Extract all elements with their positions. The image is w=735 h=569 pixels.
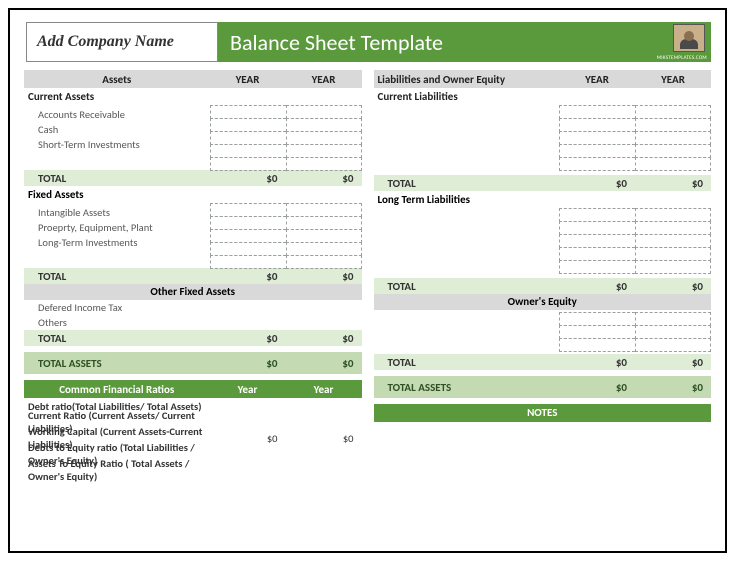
fixed-assets-rows: Intangible Assets Proeprty, Equipment, P…: [24, 203, 362, 268]
current-liabilities-rows: [374, 105, 712, 175]
empty-labels: [374, 105, 560, 175]
row-label: Proeprty, Equipment, Plant: [38, 220, 210, 235]
total-label: TOTAL: [24, 270, 210, 283]
long-term-total: TOTAL $0 $0: [374, 278, 712, 294]
year1-header: YEAR: [210, 73, 286, 86]
body-columns: Assets YEAR YEAR Current Assets Accounts…: [24, 70, 711, 478]
row-label: Intangible Assets: [38, 205, 210, 220]
ratio-label: Assets To Equity Ratio ( Total Assets / …: [24, 457, 210, 483]
owners-equity-grid[interactable]: [559, 312, 711, 354]
row-label: Short-Term Investments: [38, 137, 210, 152]
other-fixed-grid[interactable]: [210, 300, 362, 330]
ratios-year2: Year: [286, 383, 362, 396]
owners-equity-rows: [374, 312, 712, 354]
current-assets-labels: Accounts Receivable Cash Short-Term Inve…: [24, 105, 210, 170]
ratios-title: Common Financial Ratios: [24, 383, 210, 396]
document-title: Balance Sheet Template: [230, 29, 443, 56]
total-label: TOTAL: [24, 332, 210, 345]
row-label: Long-Term Investments: [38, 235, 210, 250]
total-value: $0: [210, 270, 286, 283]
current-assets-grid[interactable]: [210, 105, 362, 170]
assets-header-label: Assets: [24, 73, 210, 86]
liabilities-column: Liabilities and Owner Equity YEAR YEAR C…: [374, 70, 712, 478]
header-bar: Add Company Name Balance Sheet Template …: [26, 22, 711, 62]
other-fixed-labels: Defered Income Tax Others: [24, 300, 210, 330]
total-value: $0: [635, 177, 711, 190]
document-frame: Add Company Name Balance Sheet Template …: [8, 8, 727, 553]
total-value: $0: [559, 280, 635, 293]
row-label: Defered Income Tax: [38, 300, 210, 315]
total-value: $0: [286, 332, 362, 345]
assets-column: Assets YEAR YEAR Current Assets Accounts…: [24, 70, 362, 478]
total-label: TOTAL: [24, 172, 210, 185]
total-value: $0: [559, 356, 635, 369]
total-value: $0: [635, 280, 711, 293]
ratios-header: Common Financial Ratios Year Year: [24, 380, 362, 398]
total-assets-value: $0: [286, 357, 362, 370]
total-value: $0: [286, 172, 362, 185]
owners-equity-total: TOTAL $0 $0: [374, 354, 712, 370]
current-liabilities-total: TOTAL $0 $0: [374, 175, 712, 191]
liabilities-column-header: Liabilities and Owner Equity YEAR YEAR: [374, 70, 712, 88]
empty-labels: [374, 208, 560, 278]
other-fixed-total: TOTAL $0 $0: [24, 330, 362, 346]
ratio-row: Assets To Equity Ratio ( Total Assets / …: [24, 462, 362, 478]
ratio-value: $0: [210, 432, 286, 445]
current-assets-heading: Current Assets: [24, 88, 362, 103]
long-term-rows: [374, 208, 712, 278]
ratio-value: $0: [286, 432, 362, 445]
total-value: $0: [559, 177, 635, 190]
long-term-grid[interactable]: [559, 208, 711, 278]
title-bar: Balance Sheet Template MIKSTEMPLATES.COM: [218, 22, 711, 62]
total-value: $0: [210, 172, 286, 185]
total-value: $0: [635, 356, 711, 369]
total-liabilities-row: TOTAL ASSETS $0 $0: [374, 376, 712, 398]
year2-header: YEAR: [635, 73, 711, 86]
row-label: Cash: [38, 122, 210, 137]
row-label: Others: [38, 315, 210, 330]
ratios-year1: Year: [210, 383, 286, 396]
fixed-assets-grid[interactable]: [210, 203, 362, 268]
total-assets-value: $0: [210, 357, 286, 370]
fixed-assets-labels: Intangible Assets Proeprty, Equipment, P…: [24, 203, 210, 268]
total-label: TOTAL: [374, 356, 560, 369]
total-label: TOTAL ASSETS: [374, 381, 560, 394]
total-value: $0: [559, 381, 635, 394]
credit-label: MIKSTEMPLATES.COM: [657, 55, 707, 61]
total-value: $0: [286, 270, 362, 283]
year1-header: YEAR: [559, 73, 635, 86]
year2-header: YEAR: [286, 73, 362, 86]
total-value: $0: [635, 381, 711, 394]
other-fixed-rows: Defered Income Tax Others: [24, 300, 362, 330]
other-fixed-heading: Other Fixed Assets: [24, 284, 362, 300]
current-assets-total: TOTAL $0 $0: [24, 170, 362, 186]
total-label: TOTAL: [374, 177, 560, 190]
total-label: TOTAL: [374, 280, 560, 293]
total-assets-row: TOTAL ASSETS $0 $0: [24, 352, 362, 374]
current-liabilities-grid[interactable]: [559, 105, 711, 175]
fixed-assets-heading: Fixed Assets: [24, 186, 362, 201]
notes-header: NOTES: [374, 404, 712, 422]
long-term-heading: Long Term Liabilities: [374, 191, 712, 206]
total-value: $0: [210, 332, 286, 345]
current-liabilities-heading: Current Liabilities: [374, 88, 712, 103]
total-assets-label: TOTAL ASSETS: [24, 357, 210, 370]
avatar-icon: [673, 24, 705, 52]
assets-column-header: Assets YEAR YEAR: [24, 70, 362, 88]
fixed-assets-total: TOTAL $0 $0: [24, 268, 362, 284]
current-assets-rows: Accounts Receivable Cash Short-Term Inve…: [24, 105, 362, 170]
row-label: Accounts Receivable: [38, 107, 210, 122]
liabilities-header-label: Liabilities and Owner Equity: [374, 73, 560, 86]
company-name-input[interactable]: Add Company Name: [26, 22, 218, 62]
empty-labels: [374, 312, 560, 354]
owners-equity-heading: Owner's Equity: [374, 294, 712, 310]
